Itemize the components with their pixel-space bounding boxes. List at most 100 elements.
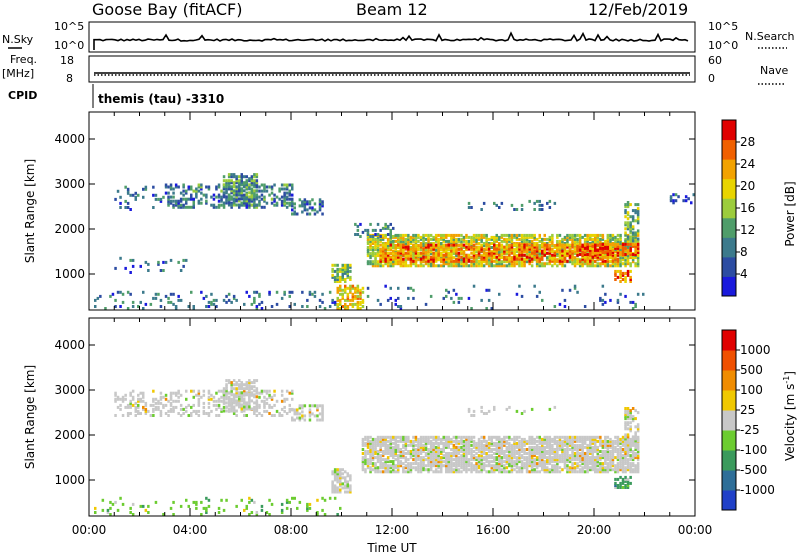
- data-cell: [389, 437, 392, 441]
- data-cell: [581, 255, 584, 259]
- data-cell: [498, 462, 501, 466]
- data-cell: [222, 387, 226, 391]
- data-cell: [543, 452, 546, 455]
- data-cell: [240, 393, 243, 397]
- data-cell: [520, 445, 524, 449]
- data-cell: [339, 472, 342, 476]
- data-cell: [399, 307, 403, 310]
- data-cell: [500, 470, 504, 474]
- data-cell: [457, 441, 461, 445]
- data-cell: [349, 286, 352, 290]
- data-cell: [369, 254, 372, 258]
- data-cell: [389, 259, 392, 263]
- data-cell: [240, 498, 243, 502]
- data-cell: [419, 259, 423, 263]
- data-cell: [137, 397, 140, 401]
- data-cell: [452, 454, 456, 458]
- data-cell: [472, 255, 476, 259]
- data-cell: [475, 242, 478, 245]
- data-cell: [442, 243, 445, 247]
- data-cell: [397, 242, 400, 245]
- data-cell: [556, 470, 559, 474]
- data-cell: [240, 183, 243, 187]
- data-cell: [232, 397, 236, 401]
- data-cell: [397, 450, 400, 453]
- data-cell: [594, 239, 597, 243]
- data-cell: [374, 452, 377, 455]
- data-cell: [417, 256, 420, 260]
- data-cell: [389, 443, 392, 447]
- data-cell: [636, 237, 640, 241]
- data-cell: [510, 203, 514, 207]
- data-cell: [457, 253, 461, 257]
- data-cell: [321, 412, 324, 416]
- data-cell: [634, 248, 637, 252]
- data-cell: [293, 206, 296, 210]
- data-cell: [285, 201, 289, 205]
- data-cell: [356, 284, 360, 288]
- data-cell: [369, 462, 372, 466]
- data-cell: [445, 456, 448, 460]
- data-cell: [210, 300, 213, 304]
- data-cell: [480, 264, 483, 268]
- data-cell: [498, 441, 501, 445]
- data-cell: [551, 460, 554, 464]
- data-cell: [457, 448, 461, 451]
- data-cell: [614, 271, 617, 275]
- data-cell: [336, 267, 339, 271]
- data-cell: [599, 248, 602, 252]
- data-cell: [374, 239, 377, 243]
- data-cell: [548, 258, 552, 262]
- data-cell: [440, 256, 443, 260]
- data-cell: [361, 464, 365, 468]
- data-cell: [225, 201, 228, 205]
- data-cell: [407, 452, 410, 455]
- data-cell: [462, 464, 466, 468]
- data-cell: [407, 247, 410, 251]
- data-cell: [563, 441, 567, 445]
- data-cell: [429, 246, 433, 249]
- data-cell: [412, 439, 415, 443]
- data-cell: [533, 454, 536, 458]
- data-cell: [217, 185, 221, 189]
- data-cell: [243, 302, 246, 306]
- data-cell: [407, 264, 410, 268]
- data-cell: [172, 513, 175, 516]
- data-cell: [533, 448, 536, 451]
- data-cell: [351, 292, 355, 296]
- data-cell: [487, 242, 491, 245]
- data-cell: [172, 205, 175, 209]
- data-cell: [144, 260, 148, 264]
- data-cell: [364, 458, 367, 462]
- data-cell: [636, 242, 640, 246]
- data-cell: [535, 439, 539, 443]
- data-cell: [432, 464, 435, 468]
- data-cell: [487, 253, 491, 257]
- data-cell: [505, 462, 509, 466]
- data-cell: [298, 204, 302, 208]
- data-cell: [376, 254, 380, 258]
- data-cell: [626, 227, 630, 231]
- data-cell: [220, 389, 223, 393]
- data-cell: [535, 262, 539, 266]
- data-cell: [177, 298, 180, 302]
- data-cell: [518, 237, 521, 241]
- data-cell: [280, 502, 284, 506]
- data-cell: [379, 462, 382, 466]
- data-cell: [621, 248, 625, 252]
- data-cell: [407, 245, 410, 249]
- data-cell: [409, 256, 413, 260]
- data-cell: [412, 233, 415, 237]
- data-cell: [308, 506, 312, 510]
- data-cell: [424, 464, 428, 468]
- data-cell: [119, 407, 122, 411]
- data-cell: [253, 189, 256, 193]
- data-cell: [556, 439, 559, 443]
- data-cell: [243, 414, 246, 417]
- data-cell: [429, 445, 433, 449]
- data-cell: [336, 307, 339, 310]
- data-cell: [563, 305, 567, 308]
- data-cell: [172, 391, 175, 395]
- data-cell: [361, 452, 365, 455]
- data-cell: [293, 302, 296, 306]
